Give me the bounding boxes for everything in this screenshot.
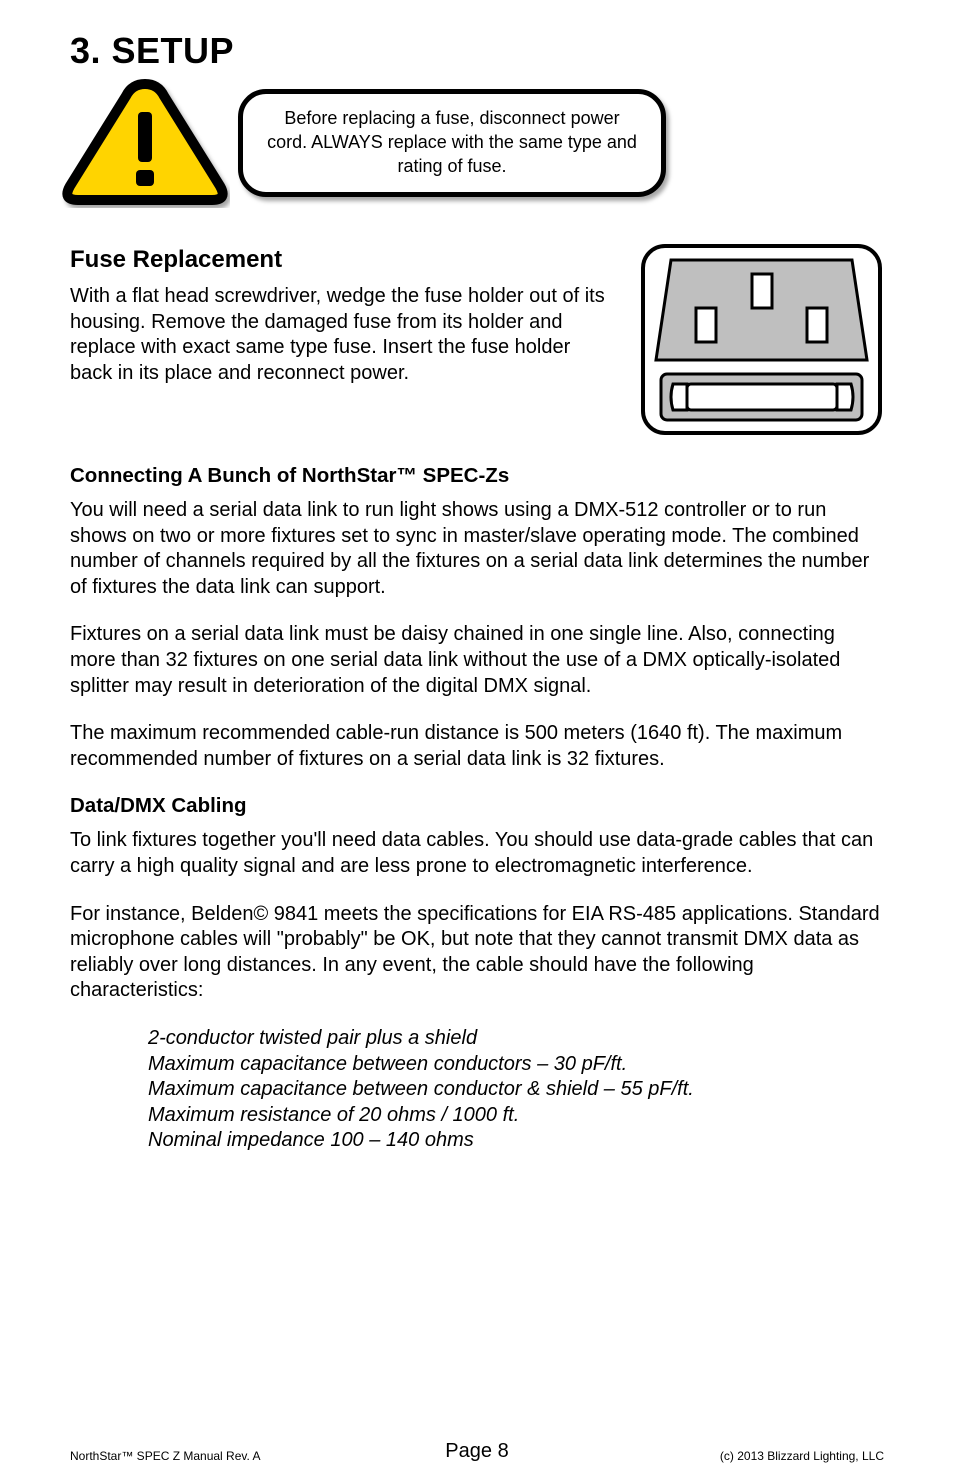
warning-icon <box>60 78 230 208</box>
cable-spec-item: Maximum capacitance between conductors –… <box>148 1052 884 1078</box>
cabling-heading: Data/DMX Cabling <box>70 794 884 818</box>
cable-spec-item: Maximum capacitance between conductor & … <box>148 1077 884 1103</box>
iec-plug-diagram-icon <box>639 242 884 442</box>
fuse-heading: Fuse Replacement <box>70 246 611 274</box>
cable-spec-item: Maximum resistance of 20 ohms / 1000 ft. <box>148 1103 884 1129</box>
fuse-section: Fuse Replacement With a flat head screwd… <box>70 246 884 442</box>
connecting-p1: You will need a serial data link to run … <box>70 498 884 600</box>
connecting-p3: The maximum recommended cable-run distan… <box>70 721 884 772</box>
footer: NorthStar™ SPEC Z Manual Rev. A Page 8 (… <box>0 1449 954 1463</box>
page: 3. SETUP Before replacing a fuse, discon… <box>0 0 954 1475</box>
warning-row: Before replacing a fuse, disconnect powe… <box>60 78 884 208</box>
cable-spec-item: 2-conductor twisted pair plus a shield <box>148 1026 884 1052</box>
cabling-p2: For instance, Belden© 9841 meets the spe… <box>70 902 884 1004</box>
cabling-p1: To link fixtures together you'll need da… <box>70 828 884 879</box>
connecting-heading: Connecting A Bunch of NorthStar™ SPEC-Zs <box>70 464 884 488</box>
page-title: 3. SETUP <box>70 30 884 72</box>
cable-spec-item: Nominal impedance 100 – 140 ohms <box>148 1128 884 1154</box>
cable-spec-list: 2-conductor twisted pair plus a shield M… <box>148 1026 884 1154</box>
warning-callout: Before replacing a fuse, disconnect powe… <box>238 89 666 198</box>
footer-left: NorthStar™ SPEC Z Manual Rev. A <box>70 1449 261 1463</box>
connecting-p2: Fixtures on a serial data link must be d… <box>70 622 884 699</box>
footer-right: (c) 2013 Blizzard Lighting, LLC <box>720 1449 884 1463</box>
fuse-body: With a flat head screwdriver, wedge the … <box>70 284 611 386</box>
fuse-text: Fuse Replacement With a flat head screwd… <box>70 246 611 408</box>
